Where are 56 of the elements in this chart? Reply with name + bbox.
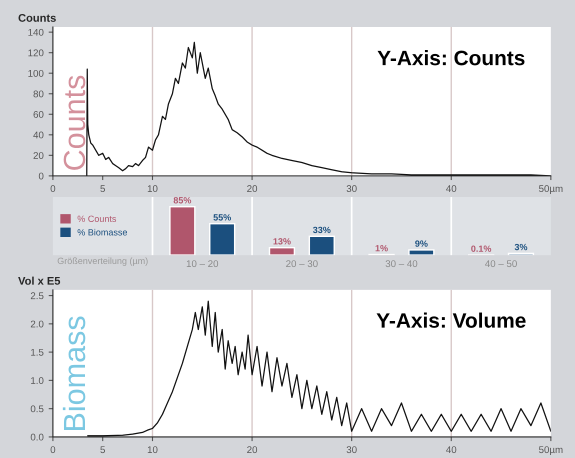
x-tick-label: 10 — [148, 185, 158, 192]
x-tick-label: 5 — [100, 185, 105, 192]
y-tick-label: 60 — [34, 111, 44, 118]
legend-label: % Biomasse — [78, 228, 128, 236]
y-tick-label: 0 — [38, 172, 44, 180]
data-label: 1% — [376, 244, 388, 252]
bar — [308, 236, 335, 256]
data-label: 55% — [213, 214, 231, 221]
data-label: 0.1% — [471, 245, 492, 252]
annotation: Y-Axis: Counts — [378, 50, 524, 66]
data-label: 13% — [273, 238, 291, 245]
x-tick-label: 10 – 20 — [186, 260, 218, 268]
bar — [268, 247, 296, 256]
x-tick-label: 30 — [346, 185, 357, 192]
y-tick-label: 1.0 — [31, 377, 44, 384]
y-tick-label: 120 — [28, 49, 44, 56]
y-tick-label: 1.5 — [31, 348, 44, 356]
y-tick-label: 20 — [34, 152, 44, 159]
data-label: 9% — [415, 240, 428, 247]
bar — [209, 223, 236, 256]
y-tick-label: 80 — [33, 90, 44, 98]
x-axis-title: Größenverteilung (µm) — [58, 257, 148, 266]
y-tick-label: 0.5 — [30, 405, 44, 412]
data-label: 3% — [514, 244, 528, 250]
annotation: Biomass — [62, 316, 86, 430]
y-axis-title: Vol x E5 — [18, 276, 60, 285]
x-tick-label: 40 — [446, 185, 456, 192]
bar — [169, 206, 196, 256]
annotation: Counts — [64, 76, 86, 170]
data-label: 85% — [174, 197, 192, 204]
annotation: Y-Axis: Volume — [376, 312, 526, 328]
y-tick-label: 2.0 — [30, 320, 44, 328]
x-tick-label: 20 — [247, 185, 258, 192]
y-tick-label: 2.5 — [30, 292, 44, 300]
x-tick-label: 0 — [50, 185, 56, 192]
line-series — [87, 300, 551, 436]
legend-label: % Counts — [78, 216, 116, 222]
line-series — [86, 42, 551, 176]
x-tick-label: 30 – 40 — [386, 260, 418, 268]
data-label: 33% — [312, 226, 331, 234]
x-tick-label: 0 — [50, 446, 56, 454]
x-tick-label: 30 — [346, 446, 357, 454]
x-tick-label: 40 – 50 — [485, 260, 517, 268]
y-tick-label: 40 — [33, 132, 44, 138]
bar — [408, 249, 435, 256]
x-tick-label: 20 — [247, 446, 258, 454]
x-tick-label: 50µm — [538, 185, 562, 194]
x-tick-label: 50µm — [538, 446, 562, 456]
y-axis-title: Counts — [18, 14, 56, 22]
y-tick-label: 140 — [28, 28, 44, 36]
x-tick-label: 5 — [100, 446, 105, 454]
y-tick-label: 100 — [28, 70, 44, 77]
x-tick-label: 10 — [148, 446, 158, 454]
y-tick-label: 0.0 — [30, 434, 44, 441]
x-tick-label: 40 — [446, 446, 456, 454]
x-tick-label: 20 – 30 — [286, 260, 318, 268]
